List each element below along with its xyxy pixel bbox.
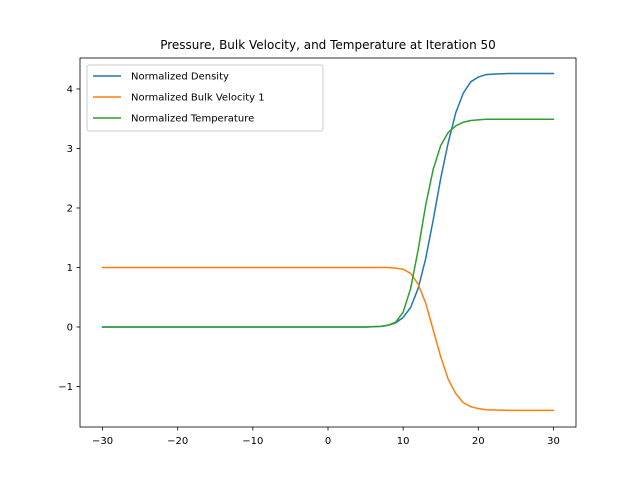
y-tick-label: 2 <box>67 203 73 214</box>
x-axis: −30 −20 −10 0 10 20 30 <box>92 427 560 447</box>
legend-label: Normalized Bulk Velocity 1 <box>131 93 265 104</box>
plot-area <box>101 72 555 412</box>
x-tick-label: −20 <box>167 436 188 447</box>
y-tick-label: 3 <box>67 144 73 155</box>
chart-title: Pressure, Bulk Velocity, and Temperature… <box>160 38 496 52</box>
series-line-2 <box>101 266 555 412</box>
x-tick-label: 20 <box>472 436 485 447</box>
legend-box <box>86 64 324 132</box>
x-tick-label: −30 <box>92 436 113 447</box>
x-tick-label: 10 <box>397 436 410 447</box>
series-line-3 <box>101 118 555 328</box>
legend: Normalized Density Normalized Bulk Veloci… <box>86 64 324 132</box>
legend-label: Normalized Density <box>131 72 229 83</box>
legend-label: Normalized Temperature <box>131 114 254 125</box>
y-axis: −1 0 1 2 3 4 <box>58 84 80 393</box>
y-tick-label: 1 <box>67 263 73 274</box>
x-tick-label: 0 <box>325 436 331 447</box>
y-tick-label: 4 <box>67 84 73 95</box>
y-tick-label: 0 <box>67 323 73 334</box>
x-tick-label: −10 <box>242 436 263 447</box>
y-tick-label: −1 <box>58 382 73 393</box>
x-tick-label: 30 <box>547 436 560 447</box>
